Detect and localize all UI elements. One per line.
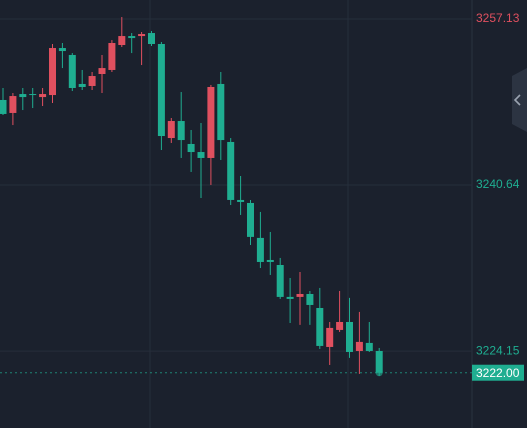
candle-body: [118, 36, 126, 46]
candle-body: [128, 36, 136, 39]
y-tick-label: 3257.13: [476, 11, 520, 25]
candle-body: [39, 94, 47, 98]
candle-body: [108, 42, 116, 70]
candle-body: [98, 68, 106, 75]
candle-body: [375, 350, 383, 373]
candle-body: [286, 296, 294, 299]
candle-body: [58, 48, 66, 52]
last-price-label: 3222.00: [476, 366, 520, 380]
candle-body: [346, 321, 353, 352]
candle-body: [207, 86, 215, 158]
candle-body: [177, 121, 185, 141]
candle-body: [0, 99, 7, 114]
candle-body: [326, 327, 334, 347]
last-price-glow: [375, 369, 383, 377]
candle-body: [148, 33, 155, 44]
candle-body: [365, 342, 373, 351]
candle-body: [247, 202, 254, 237]
candle-body: [266, 259, 274, 262]
last-price-box: [472, 364, 524, 381]
candle-body: [9, 96, 17, 113]
y-tick-label: 3240.64: [476, 177, 520, 191]
candle-body: [306, 293, 314, 305]
candle-body: [88, 76, 96, 86]
y-tick-label: 3224.15: [476, 343, 520, 357]
candle-body: [157, 43, 165, 137]
side-tab-shape[interactable]: [512, 68, 527, 132]
side-tab[interactable]: [512, 68, 527, 132]
candle-body: [167, 121, 175, 139]
candle-body: [355, 341, 363, 351]
candle-body: [187, 143, 195, 153]
candle-body: [336, 321, 344, 330]
candle-body: [29, 94, 37, 96]
candle-body: [237, 199, 245, 202]
candle-body: [19, 94, 27, 98]
candle-body: [217, 83, 225, 141]
chevron-icon[interactable]: [513, 94, 521, 106]
candle-body: [256, 237, 264, 262]
candle-body: [227, 141, 235, 200]
candle-body: [197, 152, 205, 158]
candle-body: [276, 264, 284, 297]
candle-body: [296, 293, 304, 297]
candle-body: [316, 307, 324, 346]
candle-body: [68, 54, 76, 88]
candle-body: [78, 83, 86, 87]
candle-body: [138, 34, 146, 37]
candle-body: [49, 48, 56, 96]
